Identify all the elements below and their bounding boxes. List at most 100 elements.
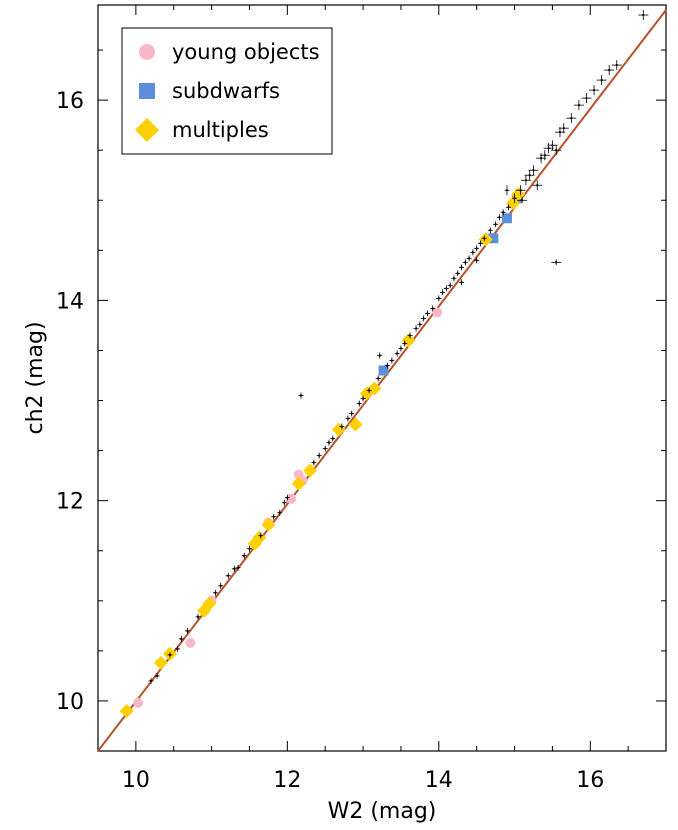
young-object-point [133, 697, 144, 708]
multiple-point [331, 422, 346, 437]
error-bar-point [532, 180, 543, 191]
error-bar-point [277, 509, 283, 516]
error-bar-point [573, 100, 584, 111]
error-bar-point [356, 400, 362, 407]
error-bar-point [225, 572, 231, 579]
error-bar-point [581, 93, 592, 104]
data-point [543, 154, 546, 157]
data-point [505, 189, 509, 192]
error-bar-point [611, 60, 622, 71]
error-bar-point [430, 305, 436, 312]
data-point [361, 397, 365, 400]
data-point [272, 515, 275, 518]
error-bar-point [326, 439, 332, 446]
data-point [555, 149, 558, 152]
data-point [331, 437, 334, 440]
data-point [600, 79, 603, 82]
error-bar-point [212, 589, 218, 596]
young-object-point [432, 307, 443, 318]
data-point [456, 272, 459, 275]
data-point [312, 461, 315, 464]
subdwarf-point [378, 365, 389, 376]
data-point [524, 179, 527, 182]
data-point [318, 454, 321, 457]
data-point [592, 89, 596, 92]
error-bar-point [258, 532, 264, 539]
error-bar-point [235, 564, 241, 571]
data-point [558, 131, 562, 134]
error-bar-point [500, 209, 506, 216]
error-bar-point [466, 255, 472, 262]
data-point [422, 317, 425, 320]
error-bar-point [394, 350, 400, 357]
data-point [441, 291, 444, 294]
error-bar-point [566, 113, 577, 124]
fit-line-group [97, 9, 667, 752]
x-tick-label: 14 [425, 768, 453, 793]
data-point [358, 402, 361, 405]
data-point [532, 169, 535, 172]
data-point [418, 323, 421, 326]
y-tick-label: 10 [56, 690, 84, 715]
error-bar-point [246, 545, 252, 552]
error-bar-point [195, 613, 201, 620]
error-bar-point [154, 672, 160, 679]
error-bar-point [554, 127, 565, 138]
data-point [460, 281, 463, 284]
error-bar-point [407, 332, 413, 339]
data-point [521, 199, 524, 202]
error-bar-point [413, 325, 419, 332]
error-bar-point [339, 423, 345, 430]
error-bar-point [504, 185, 510, 196]
subdwarf-point [488, 233, 499, 244]
data-point [479, 242, 482, 245]
data-point [227, 574, 230, 577]
error-bar-point [638, 10, 649, 21]
data-point [299, 394, 303, 397]
multiple-point [478, 232, 493, 247]
data-point [186, 629, 189, 632]
data-point [149, 679, 153, 683]
error-bar-point [455, 270, 461, 277]
legend: young objects subdwarfs multiples [121, 27, 333, 155]
data-point [489, 229, 492, 232]
data-point [403, 342, 406, 345]
error-bar-point [470, 249, 476, 256]
young-object-point [286, 493, 297, 504]
data-point [539, 157, 543, 160]
data-point [452, 277, 456, 280]
data-point [386, 364, 389, 367]
x-axis-label: W2 (mag) [328, 799, 437, 824]
x-tick-label: 12 [273, 768, 301, 793]
data-point [449, 284, 452, 287]
error-bar-point [298, 392, 304, 399]
error-bar-point [443, 285, 449, 292]
data-point [464, 261, 467, 264]
multiple-point [153, 655, 168, 670]
young-object-point [185, 637, 196, 648]
data-point [608, 68, 611, 72]
error-bar-point [558, 123, 569, 134]
data-point [570, 117, 573, 120]
data-point [390, 359, 393, 362]
error-bar-point [184, 627, 190, 634]
error-bar-point [440, 289, 446, 296]
error-bar-point [330, 435, 336, 442]
multiple-point [119, 703, 134, 718]
data-point [507, 206, 510, 209]
data-point [283, 501, 286, 504]
error-bar-point [175, 645, 181, 652]
error-bar-point [496, 214, 502, 221]
data-point [368, 389, 371, 392]
data-point [278, 511, 281, 514]
error-bar-point [311, 459, 317, 466]
data-point [286, 496, 289, 499]
error-bar-point [459, 279, 465, 286]
multiple-point [202, 596, 217, 611]
error-bar-point [459, 264, 465, 271]
error-bar-point [271, 513, 277, 520]
error-bar-point [384, 362, 390, 369]
legend-marker-multiple [135, 118, 159, 142]
data-point [555, 261, 558, 264]
data-point [233, 567, 236, 570]
